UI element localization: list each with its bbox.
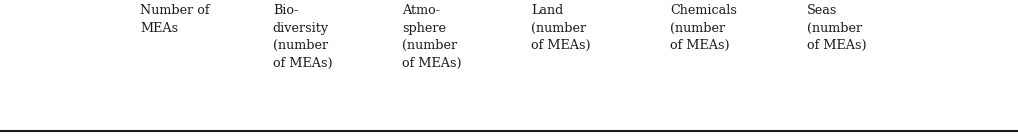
Text: Bio-
diversity
(number
of MEAs): Bio- diversity (number of MEAs)	[273, 4, 333, 70]
Text: Chemicals
(number
of MEAs): Chemicals (number of MEAs)	[670, 4, 737, 52]
Text: Seas
(number
of MEAs): Seas (number of MEAs)	[807, 4, 867, 52]
Text: Land
(number
of MEAs): Land (number of MEAs)	[531, 4, 591, 52]
Text: Number of
MEAs: Number of MEAs	[140, 4, 210, 35]
Text: Atmo-
sphere
(number
of MEAs): Atmo- sphere (number of MEAs)	[402, 4, 462, 70]
